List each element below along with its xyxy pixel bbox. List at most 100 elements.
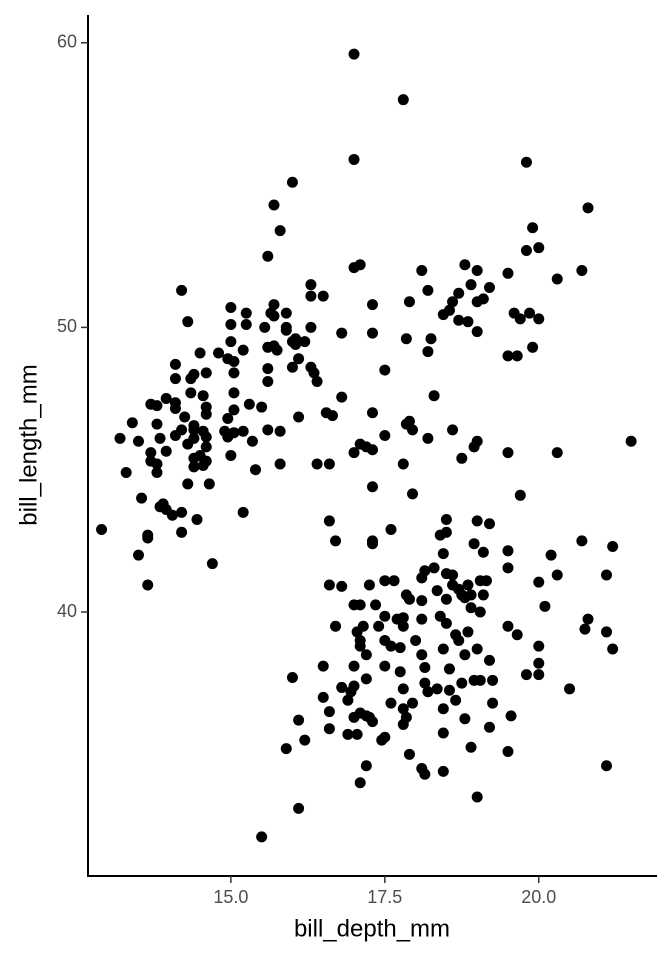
point	[237, 425, 249, 437]
point	[407, 697, 419, 709]
point	[142, 579, 154, 591]
point	[422, 346, 434, 358]
point	[222, 412, 234, 424]
point	[582, 202, 594, 214]
point	[197, 390, 209, 402]
point	[351, 728, 363, 740]
point	[114, 432, 126, 444]
point	[142, 532, 154, 544]
point	[465, 602, 477, 614]
point	[434, 529, 446, 541]
point	[169, 373, 181, 385]
point	[286, 176, 298, 188]
point	[293, 802, 305, 814]
point	[453, 634, 465, 646]
point	[151, 400, 163, 412]
y-tick-label: 50	[57, 316, 77, 336]
point	[533, 669, 545, 681]
point	[225, 336, 237, 348]
point	[348, 711, 360, 723]
point	[299, 734, 311, 746]
x-tick-label: 20.0	[521, 887, 556, 907]
point	[259, 321, 271, 333]
point	[431, 683, 443, 695]
point	[514, 313, 526, 325]
point	[601, 626, 613, 638]
point	[305, 279, 317, 291]
point	[200, 408, 212, 420]
point	[203, 478, 215, 490]
point	[243, 398, 255, 410]
point	[502, 620, 514, 632]
point	[348, 262, 360, 274]
point	[477, 546, 489, 558]
point	[471, 515, 483, 527]
point	[200, 431, 212, 443]
point	[502, 350, 514, 362]
point	[256, 831, 268, 843]
point	[502, 447, 514, 459]
point	[443, 684, 455, 696]
point	[323, 579, 335, 591]
point	[176, 506, 188, 518]
point	[403, 296, 415, 308]
point	[268, 310, 280, 322]
point	[465, 741, 477, 753]
point	[311, 375, 323, 387]
point	[336, 681, 348, 693]
point	[388, 575, 400, 587]
point	[151, 418, 163, 430]
point	[354, 640, 366, 652]
point	[468, 441, 480, 453]
point	[228, 367, 240, 379]
point	[348, 660, 360, 672]
point	[379, 610, 391, 622]
point	[407, 424, 419, 436]
point	[416, 572, 428, 584]
point	[459, 649, 471, 661]
point	[293, 411, 305, 423]
point	[323, 515, 335, 527]
point	[336, 580, 348, 592]
point	[422, 686, 434, 698]
point	[169, 430, 181, 442]
point	[527, 341, 539, 353]
point	[471, 264, 483, 276]
point	[419, 768, 431, 780]
point	[576, 264, 588, 276]
x-axis-title: bill_depth_mm	[294, 915, 450, 942]
point	[299, 336, 311, 348]
point	[502, 745, 514, 757]
point	[425, 333, 437, 345]
point	[348, 447, 360, 459]
point	[410, 634, 422, 646]
point	[274, 458, 286, 470]
point	[551, 273, 563, 285]
point	[228, 356, 240, 368]
point	[191, 514, 203, 526]
point	[428, 562, 440, 574]
point	[367, 444, 378, 456]
point	[222, 431, 234, 443]
point	[456, 452, 468, 464]
point	[511, 350, 523, 362]
point	[385, 697, 397, 709]
point	[419, 662, 431, 674]
point	[351, 626, 363, 638]
point	[274, 425, 286, 437]
point	[407, 488, 419, 500]
point	[437, 548, 449, 560]
point	[145, 447, 157, 459]
point	[385, 523, 397, 535]
x-tick-label: 17.5	[367, 887, 402, 907]
point	[268, 299, 280, 311]
point	[551, 447, 563, 459]
point	[459, 592, 471, 604]
point	[539, 600, 551, 612]
point	[360, 760, 372, 772]
point	[262, 363, 274, 375]
point	[520, 156, 532, 168]
point	[225, 301, 237, 313]
point	[379, 364, 391, 376]
